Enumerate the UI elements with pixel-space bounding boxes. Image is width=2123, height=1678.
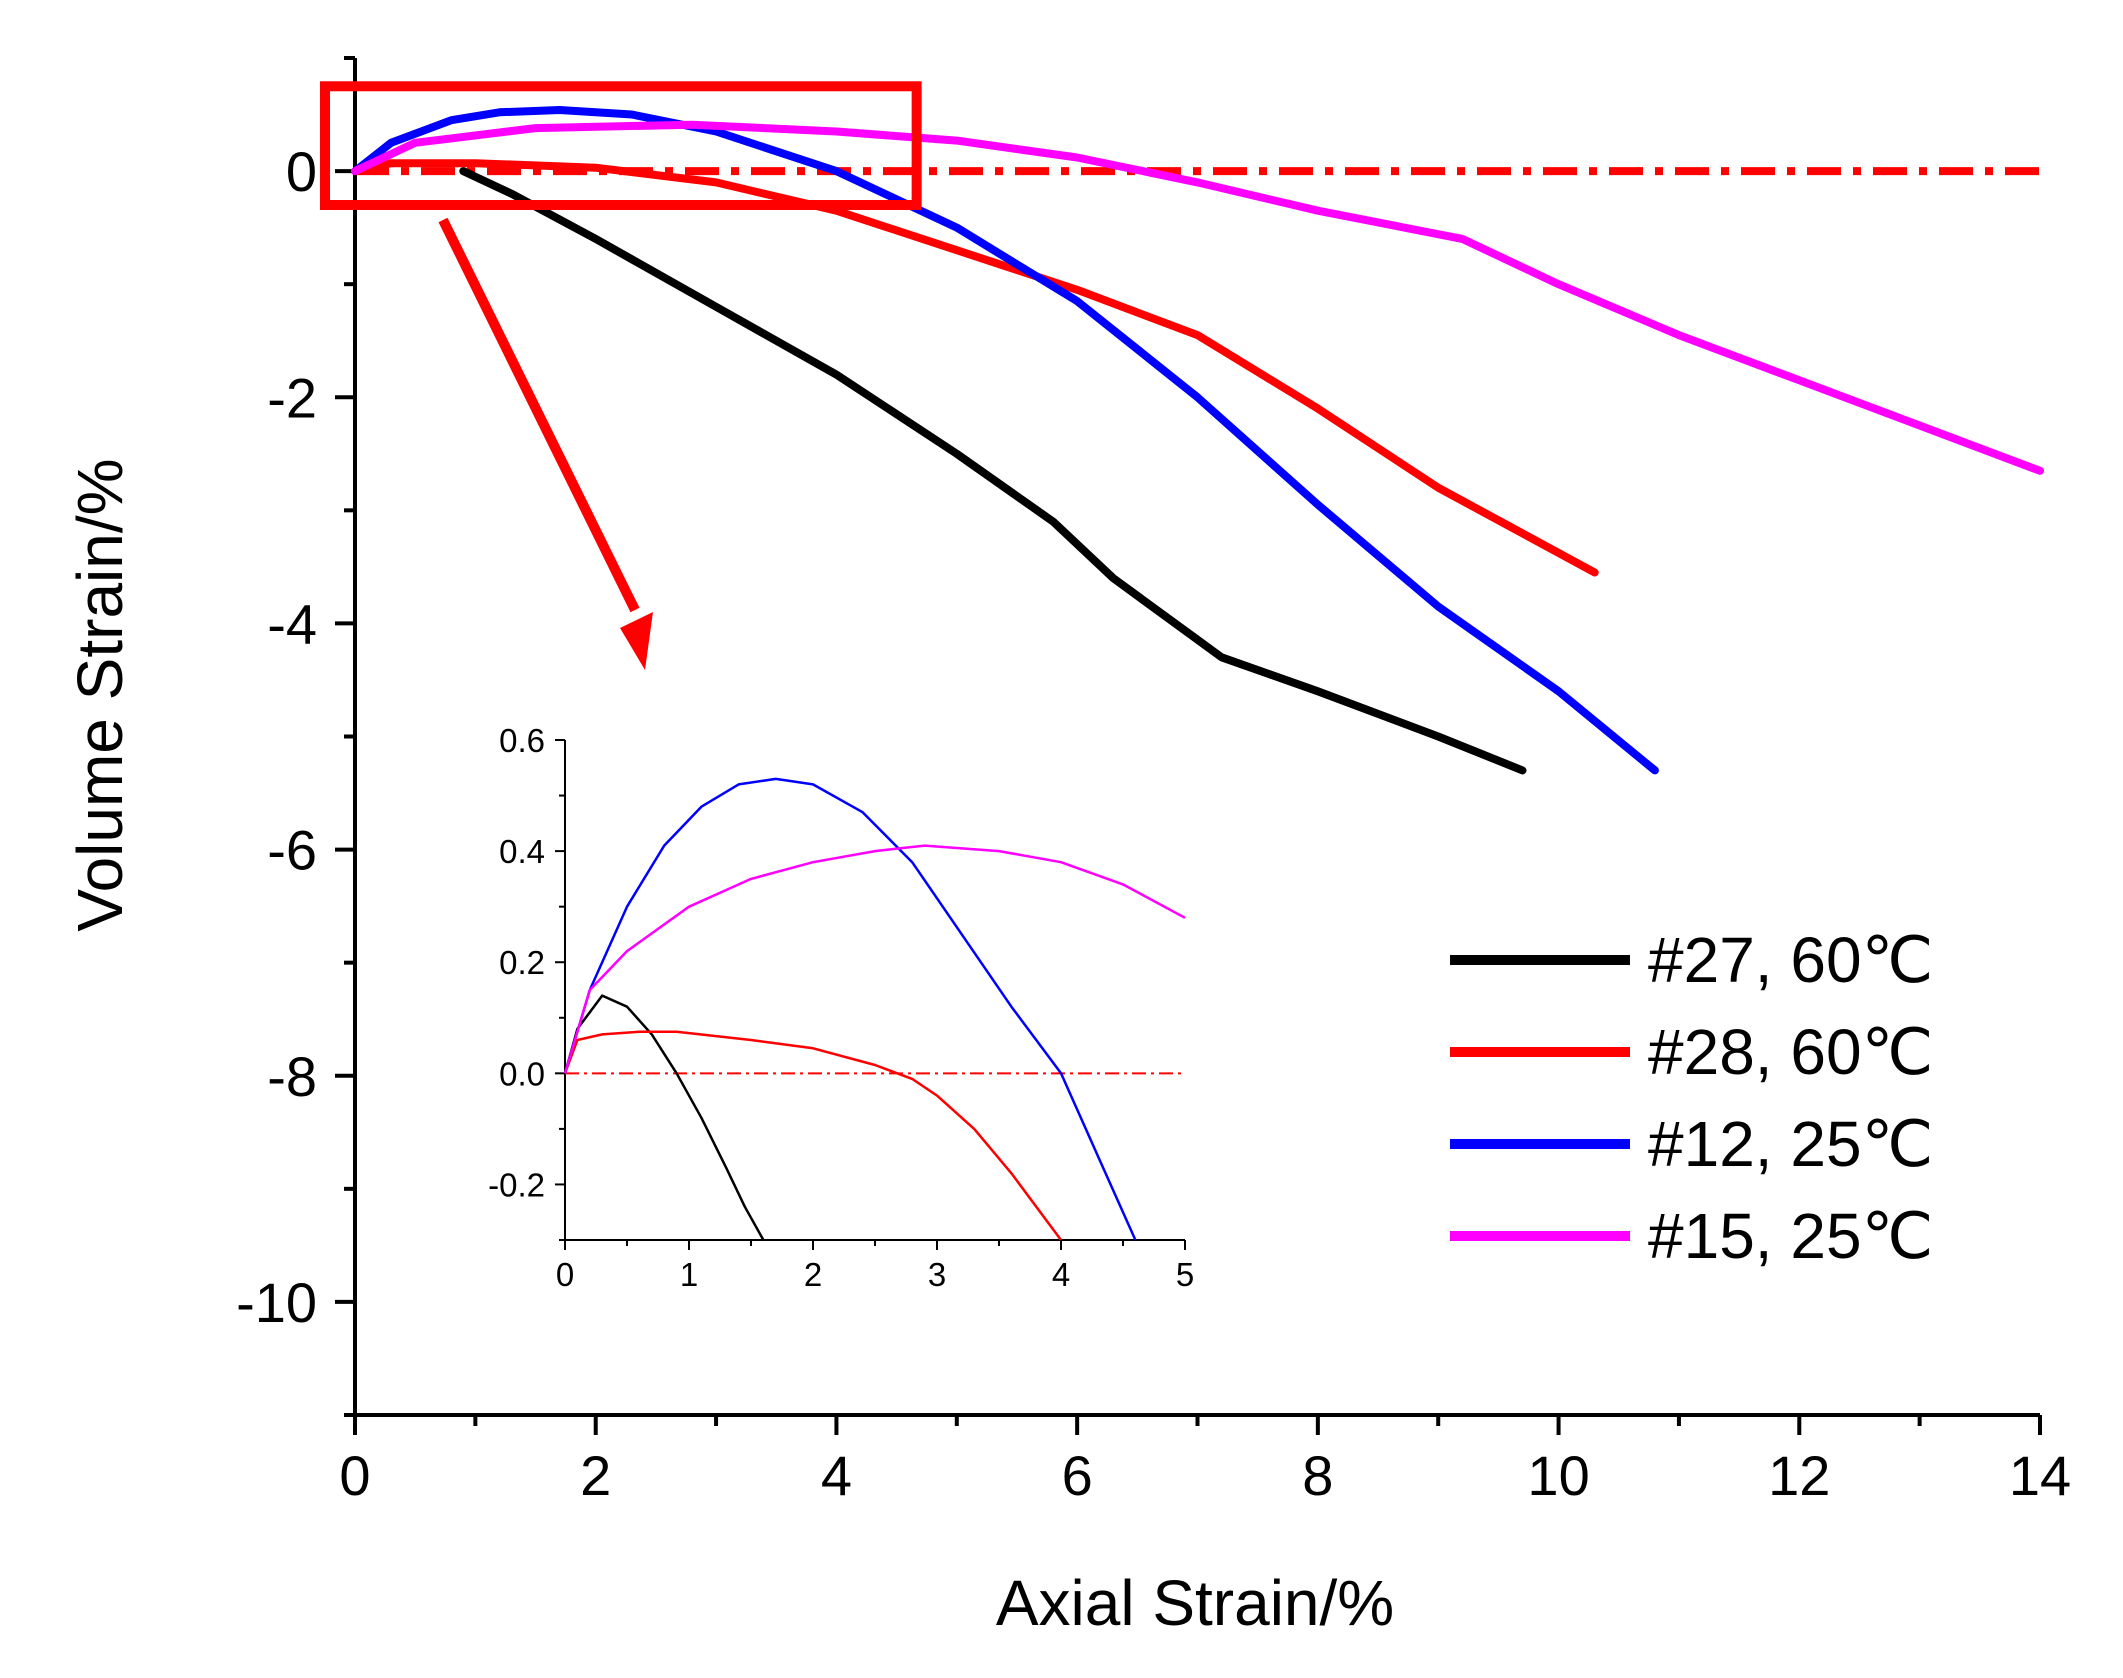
x-tick-label-2: 2 <box>580 1444 611 1507</box>
x-tick-label-6: 6 <box>1062 1444 1093 1507</box>
inset-x-tick-label-2: 2 <box>804 1256 822 1293</box>
x-tick-label-0: 0 <box>339 1444 370 1507</box>
inset-plot: 0 1 2 3 4 5 0.6 0.4 0.2 0.0 -0.2 <box>488 722 1194 1293</box>
inset-x-tick-label-5: 5 <box>1176 1256 1194 1293</box>
zoom-arrow-shaft <box>438 217 640 613</box>
x-tick-label-12: 12 <box>1768 1444 1830 1507</box>
legend-label-27-60: #27, 60℃ <box>1648 924 1933 996</box>
zoom-box <box>320 81 922 211</box>
series-line-28-60 <box>351 159 1599 577</box>
inset-series-line-12-25 <box>563 777 1137 1241</box>
inset-y-tick-label-0-6: 0.6 <box>499 722 545 759</box>
inset-series-line-15-25 <box>563 844 1186 1074</box>
inset-y-tick-label-0: 0.0 <box>499 1055 545 1092</box>
y-tick-label-6: -6 <box>267 819 317 882</box>
inset-series-line-28-60 <box>563 1030 1063 1241</box>
inset-y-tick-label-0-2: -0.2 <box>488 1166 545 1203</box>
inset-x-tick-label-3: 3 <box>928 1256 946 1293</box>
inset-x-tick-label-4: 4 <box>1052 1256 1070 1293</box>
series-line-15-25 <box>351 120 2044 475</box>
x-axis-title: Axial Strain/% <box>996 1567 1394 1639</box>
x-tick-label-8: 8 <box>1302 1444 1333 1507</box>
y-tick-label-4: -4 <box>267 592 317 655</box>
legend-label-15-25: #15, 25℃ <box>1648 1200 1933 1272</box>
y-tick-label-10: -10 <box>236 1271 317 1334</box>
main-plot: 0 2 4 6 8 10 12 140-2-4-6-8-10 <box>236 56 2071 1507</box>
inset-x-tick-label-1: 1 <box>680 1256 698 1293</box>
x-tick-label-10: 10 <box>1527 1444 1589 1507</box>
zoom-arrow-head <box>620 612 653 670</box>
series-line-12-25 <box>351 106 1659 775</box>
y-tick-label-2: -2 <box>267 366 317 429</box>
series-line-27-60 <box>459 167 1527 775</box>
legend-label-12-25: #12, 25℃ <box>1648 1108 1933 1180</box>
x-tick-label-14: 14 <box>2009 1444 2071 1507</box>
inset-x-tick-label-0: 0 <box>556 1256 574 1293</box>
inset-series-line-27-60 <box>563 994 765 1241</box>
legend: #27, 60℃ #28, 60℃ #12, 25℃ #15, 25℃ <box>1450 924 1933 1272</box>
y-tick-label-0: 0 <box>286 140 317 203</box>
inset-y-tick-label-0-2: 0.2 <box>499 944 545 981</box>
legend-label-28-60: #28, 60℃ <box>1648 1016 1933 1088</box>
inset-y-tick-label-0-4: 0.4 <box>499 833 545 870</box>
x-tick-label-4: 4 <box>821 1444 852 1507</box>
y-tick-label-8: -8 <box>267 1045 317 1108</box>
y-axis-title: Volume Strain/% <box>64 458 136 931</box>
